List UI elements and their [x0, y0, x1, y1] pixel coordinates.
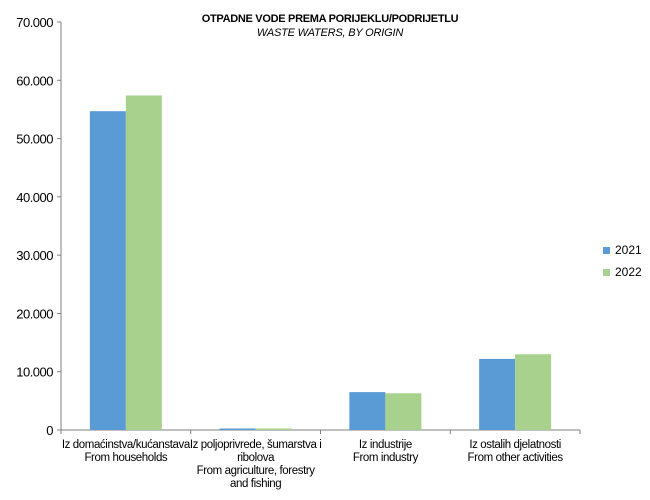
x-category-label: Iz industrije [359, 439, 412, 451]
y-tick-label: 0 [46, 423, 53, 438]
bar-2022-cat-4 [515, 354, 552, 430]
y-tick-label: 20.000 [16, 306, 53, 321]
bar-2021-cat-4 [479, 358, 516, 430]
y-tick-label: 60.000 [16, 73, 53, 88]
legend: 2021 2022 [603, 239, 642, 283]
chart-subtitle: WASTE WATERS, BY ORIGIN [256, 27, 404, 39]
y-tick-label: 30.000 [16, 248, 53, 263]
legend-label-2021: 2021 [615, 243, 642, 257]
legend-label-2022: 2022 [615, 265, 642, 279]
legend-item-2021: 2021 [603, 239, 642, 261]
bar-2021-cat-3 [349, 392, 386, 430]
x-category-label: From agriculture, forestry [197, 465, 316, 477]
x-category-label: Iz domaćinstva/kućanstava [62, 439, 191, 451]
legend-item-2022: 2022 [603, 261, 642, 283]
legend-swatch-2021 [603, 246, 610, 254]
x-category-label: Iz ostalih djelatnosti [469, 439, 561, 451]
bar-2021-cat-1 [89, 111, 126, 431]
x-category-label: ribolova [237, 452, 275, 464]
y-tick-label: 40.000 [16, 190, 53, 205]
x-category-label: From other activities [468, 452, 564, 464]
chart-title: OTPADNE VODE PREMA PORIJEKLU/PODRIJETLU [201, 13, 459, 25]
bar-2022-cat-1 [125, 95, 162, 430]
x-category-label: and fishing [230, 478, 281, 490]
bar-2022-cat-2 [255, 428, 292, 430]
x-category-label: From households [84, 452, 167, 464]
y-tick-label: 50.000 [16, 132, 53, 147]
y-tick-label: 10.000 [16, 365, 53, 380]
bar-2021-cat-2 [219, 428, 256, 430]
x-category-label: Iz poljoprivrede, šumarstva i [190, 439, 322, 451]
legend-swatch-2022 [603, 268, 610, 276]
y-tick-label: 70.000 [16, 15, 53, 30]
bar-2022-cat-3 [385, 393, 422, 430]
x-category-label: From industry [353, 452, 419, 464]
